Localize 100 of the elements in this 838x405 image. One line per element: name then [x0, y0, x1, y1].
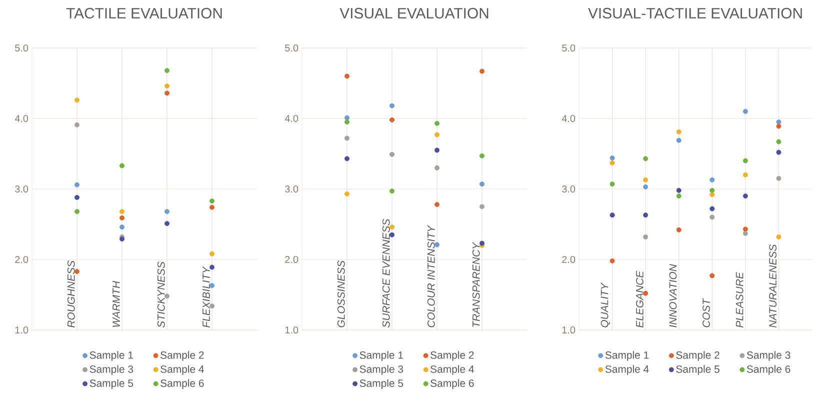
x-tick-label: COLOUR INTENSITY [427, 224, 435, 328]
x-tick-label: INNOVATION [669, 264, 677, 328]
y-tick-label: 5.0 [285, 44, 298, 52]
point [643, 212, 648, 218]
point [480, 153, 484, 158]
point [742, 108, 748, 114]
point [643, 177, 648, 182]
legend-label: Sample 6 [746, 365, 790, 375]
point [74, 209, 80, 214]
legend-label: Sample 3 [360, 365, 404, 375]
legend-label: Sample 6 [160, 379, 204, 389]
point [164, 84, 170, 89]
point [610, 258, 615, 264]
point [710, 206, 715, 212]
y-tick-label: 1.0 [15, 326, 28, 334]
point [434, 242, 440, 248]
point [610, 155, 615, 160]
point [74, 268, 80, 274]
y-tick-label: 5.0 [562, 44, 576, 52]
point [676, 138, 682, 143]
chart-title: TACTILE EVALUATION [66, 8, 222, 18]
x-tick-label: QUALITY [600, 282, 610, 328]
x-tick-label: PLEASURE [736, 272, 744, 328]
point [120, 209, 124, 214]
point [742, 194, 748, 199]
legend-label: Sample 4 [430, 365, 474, 375]
chart-title: VISUAL EVALUATION [340, 8, 488, 18]
point [164, 68, 170, 74]
y-tick-label: 4.0 [562, 114, 576, 122]
x-tick-label: FLEXIBILITY [202, 266, 210, 328]
point [434, 165, 440, 170]
point [676, 129, 682, 134]
point [120, 215, 124, 220]
point [164, 221, 170, 226]
point [210, 198, 214, 204]
point [164, 209, 170, 214]
point [344, 115, 350, 120]
point [480, 204, 484, 210]
y-tick-label: 5.0 [15, 44, 28, 52]
point [676, 194, 682, 199]
point [210, 264, 214, 270]
point [120, 163, 124, 168]
point [776, 234, 782, 240]
point [643, 234, 648, 240]
point [390, 103, 394, 108]
legend-label: Sample 3 [90, 365, 134, 375]
point [344, 136, 350, 141]
point [676, 188, 682, 193]
x-tick-label: SURFACE EVENNESS [382, 218, 390, 328]
point [480, 68, 484, 74]
legend-label: Sample 1 [360, 351, 403, 361]
point [776, 150, 782, 155]
legend-label: Sample 4 [605, 365, 649, 375]
y-tick-label: 1.0 [285, 326, 298, 334]
point [776, 124, 782, 129]
point [643, 290, 648, 296]
y-tick-label: 2.0 [562, 256, 576, 264]
point [710, 214, 715, 220]
point [710, 273, 715, 278]
point [676, 227, 682, 232]
point [610, 160, 615, 166]
point [120, 224, 124, 230]
point [390, 117, 394, 122]
point [390, 152, 394, 157]
point [434, 120, 440, 126]
point [210, 251, 214, 256]
point [434, 148, 440, 153]
point [120, 236, 124, 242]
point [742, 230, 748, 236]
point [164, 90, 170, 96]
point [210, 204, 214, 210]
y-tick-label: 3.0 [562, 185, 576, 193]
legend-label: Sample 2 [676, 351, 720, 361]
point [390, 224, 394, 230]
point [344, 191, 350, 196]
legend-label: Sample 2 [160, 351, 204, 361]
point [74, 182, 80, 188]
legend-label: Sample 4 [160, 365, 204, 375]
point [210, 283, 214, 288]
y-tick-label: 2.0 [285, 256, 298, 264]
point [610, 212, 615, 218]
legend-label: Sample 2 [430, 351, 474, 361]
y-tick-label: 3.0 [285, 185, 298, 193]
legend-label: Sample 6 [430, 379, 474, 389]
x-tick-label: STICKYNESS [157, 262, 165, 328]
point [434, 132, 440, 138]
point [210, 304, 214, 309]
point [610, 182, 615, 187]
legend-label: Sample 5 [676, 365, 720, 375]
x-tick-label: WARMTH [112, 280, 120, 327]
point [74, 98, 80, 103]
point [434, 202, 440, 207]
point [776, 176, 782, 181]
legend-label: Sample 1 [605, 351, 649, 361]
point [710, 192, 715, 198]
x-tick-label: GLOSSINESS [337, 260, 345, 328]
point [344, 74, 350, 79]
x-tick-label: COST [702, 298, 710, 328]
x-tick-label: ELEGANCE [636, 270, 644, 328]
legend-label: Sample 3 [746, 351, 790, 361]
